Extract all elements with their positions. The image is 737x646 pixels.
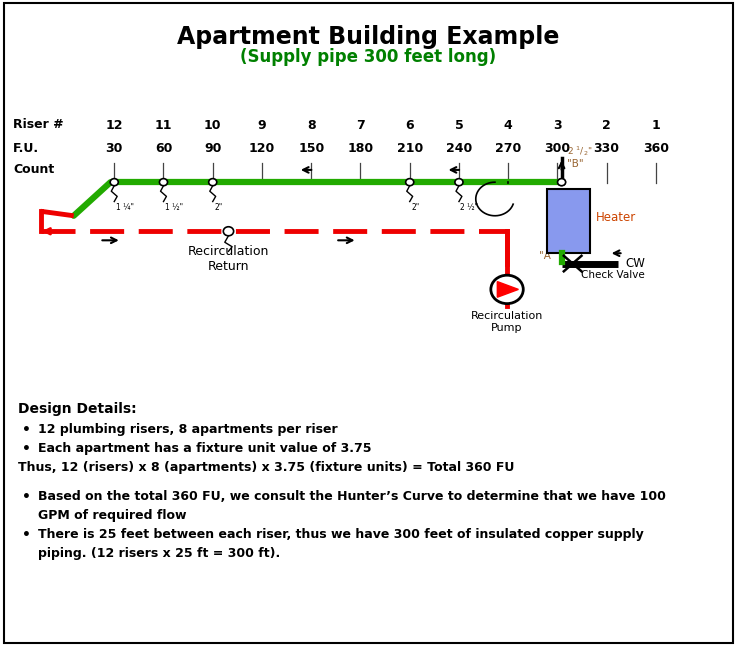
Text: 2: 2 — [602, 120, 611, 132]
Text: 30: 30 — [105, 142, 123, 155]
Circle shape — [558, 179, 565, 185]
Text: 8: 8 — [307, 120, 315, 132]
Circle shape — [405, 178, 413, 185]
Text: 3: 3 — [553, 120, 562, 132]
Text: •: • — [22, 423, 31, 437]
Text: 150: 150 — [298, 142, 324, 155]
Circle shape — [223, 227, 234, 236]
Text: Recirculation: Recirculation — [471, 311, 543, 321]
Text: 210: 210 — [397, 142, 423, 155]
Bar — [547, 189, 590, 253]
Text: 1 ½": 1 ½" — [165, 203, 183, 213]
Circle shape — [159, 178, 167, 185]
Text: Heater: Heater — [595, 211, 636, 224]
Text: Recirculation: Recirculation — [188, 245, 269, 258]
Text: Based on the total 360 FU, we consult the Hunter’s Curve to determine that we ha: Based on the total 360 FU, we consult th… — [38, 490, 666, 503]
Text: 12: 12 — [105, 120, 123, 132]
Text: 300: 300 — [545, 142, 570, 155]
Text: 12 plumbing risers, 8 apartments per riser: 12 plumbing risers, 8 apartments per ris… — [38, 423, 338, 436]
Text: Thus, 12 (risers) x 8 (apartments) x 3.75 (fixture units) = Total 360 FU: Thus, 12 (risers) x 8 (apartments) x 3.7… — [18, 461, 515, 474]
Text: GPM of required flow: GPM of required flow — [38, 509, 186, 522]
Text: Riser #: Riser # — [13, 118, 64, 131]
Text: (Supply pipe 300 feet long): (Supply pipe 300 feet long) — [240, 48, 497, 67]
Text: •: • — [22, 490, 31, 504]
Text: 90: 90 — [204, 142, 221, 155]
Text: 270: 270 — [495, 142, 521, 155]
Text: 2 $\mathregular{^1/_2}$": 2 $\mathregular{^1/_2}$" — [567, 144, 593, 158]
Text: F.U.: F.U. — [13, 142, 39, 155]
Text: 330: 330 — [594, 142, 620, 155]
Text: Each apartment has a fixture unit value of 3.75: Each apartment has a fixture unit value … — [38, 442, 372, 455]
Text: Count: Count — [13, 163, 55, 176]
Text: 2": 2" — [214, 203, 223, 213]
Text: Apartment Building Example: Apartment Building Example — [178, 25, 559, 48]
Text: 11: 11 — [155, 120, 172, 132]
Polygon shape — [497, 282, 518, 297]
Text: Design Details:: Design Details: — [18, 402, 137, 416]
Text: Return: Return — [208, 260, 249, 273]
Text: 4: 4 — [504, 120, 512, 132]
Text: "B": "B" — [567, 159, 584, 169]
Text: •: • — [22, 528, 31, 542]
Text: 240: 240 — [446, 142, 472, 155]
Text: 6: 6 — [405, 120, 414, 132]
Circle shape — [455, 178, 463, 185]
Text: 2": 2" — [411, 203, 419, 213]
Text: 120: 120 — [249, 142, 275, 155]
Text: Check Valve: Check Valve — [581, 270, 645, 280]
Text: 9: 9 — [258, 120, 266, 132]
Text: 180: 180 — [347, 142, 374, 155]
Circle shape — [491, 275, 523, 304]
Text: •: • — [22, 442, 31, 456]
Text: 360: 360 — [643, 142, 669, 155]
Text: piping. (12 risers x 25 ft = 300 ft).: piping. (12 risers x 25 ft = 300 ft). — [38, 547, 281, 560]
Text: Pump: Pump — [492, 323, 523, 333]
Circle shape — [558, 178, 566, 185]
Text: "A": "A" — [539, 251, 556, 261]
Circle shape — [111, 178, 118, 185]
Text: 2 ½": 2 ½" — [461, 203, 478, 213]
Text: 10: 10 — [204, 120, 222, 132]
Text: 60: 60 — [155, 142, 172, 155]
Text: 7: 7 — [356, 120, 365, 132]
Text: CW: CW — [625, 257, 645, 270]
Circle shape — [209, 178, 217, 185]
Text: 1 ¼": 1 ¼" — [116, 203, 133, 213]
Text: 1: 1 — [652, 120, 660, 132]
Text: 5: 5 — [455, 120, 464, 132]
Text: There is 25 feet between each riser, thus we have 300 feet of insulated copper s: There is 25 feet between each riser, thu… — [38, 528, 644, 541]
